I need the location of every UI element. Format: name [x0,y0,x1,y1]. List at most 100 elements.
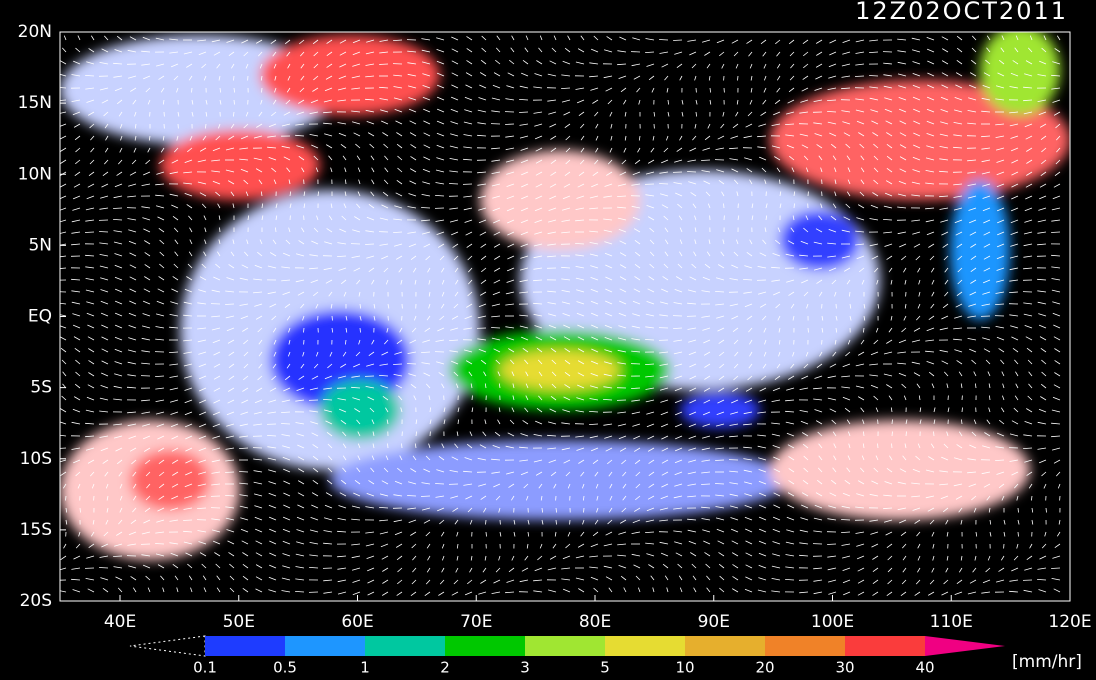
wind-arrow [779,179,781,185]
wind-arrow [457,419,459,425]
wind-arrow [99,555,109,558]
wind-arrow [255,315,263,320]
wind-arrow [883,519,893,523]
wind-arrow [260,99,263,105]
wind-arrow [911,219,921,222]
wind-arrow [939,195,949,198]
wind-arrow [903,267,907,273]
wind-arrow [383,267,389,273]
wind-arrow [326,63,333,68]
wind-arrow [617,543,627,546]
wind-arrow [1027,359,1033,365]
wind-arrow [410,144,417,149]
wind-arrow [605,288,613,293]
wind-arrow [706,63,711,69]
wind-arrow [85,75,95,77]
wind-arrow [156,519,165,523]
wind-arrow [617,337,627,341]
lon-label: 90E [698,612,730,632]
wind-arrow [407,85,417,89]
wind-arrow [873,167,879,173]
wind-arrow [253,481,263,485]
wind-arrow [885,180,893,185]
wind-arrow [505,445,515,449]
wind-arrow [827,567,837,571]
wind-arrow [519,291,529,294]
wind-arrow [480,255,487,261]
wind-arrow [564,47,571,53]
wind-arrow [953,134,963,137]
wind-arrow [239,447,249,449]
wind-arrow [382,579,389,584]
wind-arrow [674,541,683,545]
wind-arrow [129,288,137,293]
wind-arrow [758,540,767,545]
wind-arrow [449,219,459,223]
wind-arrow [310,421,319,425]
wind-arrow [217,251,221,257]
wind-arrow [1025,183,1033,188]
wind-arrow [561,447,571,451]
wind-arrow [1038,408,1047,413]
wind-arrow [218,239,221,245]
wind-arrow [74,135,81,141]
wind-arrow [995,446,1005,449]
contours [60,32,1070,560]
wind-arrow [397,567,403,573]
wind-arrow [1053,111,1061,116]
wind-arrow [634,507,641,512]
wind-arrow [925,219,935,223]
wind-arrow [575,243,585,245]
wind-arrow [887,567,893,573]
wind-arrow [1023,231,1033,235]
wind-arrow [603,565,613,569]
wind-arrow [228,264,235,269]
wind-arrow [911,49,921,53]
wind-arrow [749,339,753,345]
wind-arrow [646,301,655,305]
wind-arrow [957,279,963,285]
wind-arrow [927,84,935,89]
wind-arrow [1054,360,1061,365]
wind-arrow [438,591,445,596]
wind-arrow [897,351,907,354]
wind-arrow [101,336,109,341]
wind-arrow [650,147,655,153]
wind-arrow [958,371,963,377]
wind-arrow [1037,219,1047,223]
wind-arrow [367,579,375,584]
wind-arrow [233,87,235,93]
wind-arrow [174,239,179,245]
wind-arrow [589,566,599,569]
wind-arrow [888,327,893,333]
wind-arrow [1038,589,1047,593]
wind-arrow [857,396,865,401]
wind-arrow [939,158,949,161]
wind-arrow [821,315,824,321]
wind-arrow [860,167,865,173]
wind-arrow [860,339,865,345]
wind-arrow [886,467,893,473]
wind-arrow [379,519,389,522]
wind-arrow [484,419,487,425]
wind-arrow [943,579,949,585]
wind-arrow [817,431,823,437]
wind-arrow [659,301,669,305]
wind-arrow [218,215,221,221]
wind-arrow [1056,147,1061,153]
wind-arrow [407,62,417,65]
wind-arrow [371,279,375,285]
wind-arrow [621,507,627,513]
wind-arrow [776,87,781,93]
wind-arrow [634,447,641,452]
wind-arrow [547,219,557,223]
wind-arrow [1041,159,1047,165]
wind-arrow [563,459,571,464]
wind-arrow [387,443,389,449]
wind-arrow [365,531,375,534]
wind-arrow [520,231,529,236]
wind-arrow [99,207,109,210]
wind-arrow [703,351,711,356]
wind-arrow [648,471,655,477]
